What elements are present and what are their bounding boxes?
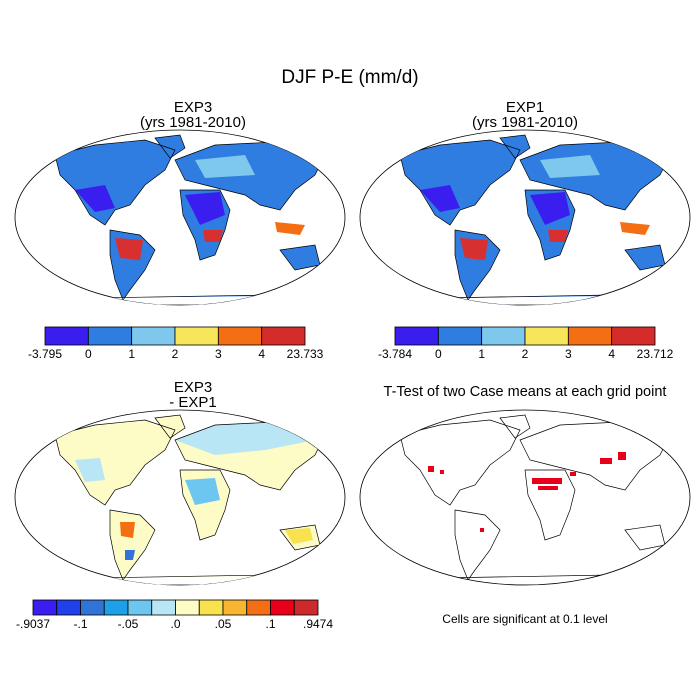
colorbar-label: 3: [215, 347, 222, 361]
colorbar-box: [524, 326, 569, 346]
colorbar-label: 1: [478, 347, 485, 361]
colorbar-box: [293, 599, 319, 616]
colorbar-label: -3.784: [378, 347, 412, 361]
colorbar-box: [151, 599, 176, 616]
colorbar-label: -.1: [73, 617, 87, 631]
colorbar-box: [567, 326, 613, 346]
colorbar-label: 2: [522, 347, 529, 361]
panel-title: EXP3: [174, 99, 212, 116]
colorbar-box: [394, 326, 439, 346]
colorbar-label: 0: [85, 347, 92, 361]
colorbar-box: [481, 326, 526, 346]
map: [15, 130, 345, 305]
colorbar-box: [611, 326, 656, 346]
panel-title: EXP3: [174, 379, 212, 396]
colorbar-label: 4: [258, 347, 265, 361]
colorbar-label: 23.733: [287, 347, 324, 361]
colorbar-box: [222, 599, 248, 616]
colorbar-box: [198, 599, 224, 616]
map: [359, 409, 691, 586]
colorbar-label: -3.795: [28, 347, 62, 361]
colorbar-label: 2: [172, 347, 179, 361]
panel-title: T-Test of two Case means at each grid po…: [384, 384, 667, 400]
colorbar-label: 1: [128, 347, 135, 361]
colorbar-box: [87, 326, 133, 346]
colorbar-box: [437, 326, 483, 346]
colorbar-label: .1: [265, 617, 275, 631]
colorbar-box: [32, 599, 58, 616]
colorbar-label: .9474: [303, 617, 333, 631]
colorbar-box: [127, 599, 153, 616]
colorbar-label: 23.712: [637, 347, 674, 361]
colorbar-label: .0: [170, 617, 180, 631]
colorbar-box: [80, 599, 105, 616]
colorbar-box: [217, 326, 263, 346]
colorbar-box: [270, 599, 295, 616]
colorbar-box: [246, 599, 271, 616]
colorbar-label: -.05: [118, 617, 139, 631]
panel-subtitle: (yrs 1981-2010): [472, 114, 578, 131]
panel-note: Cells are significant at 0.1 level: [442, 612, 607, 626]
colorbar-label: .05: [215, 617, 232, 631]
colorbar-label: -.9037: [16, 617, 50, 631]
colorbar-box: [103, 599, 129, 616]
panel-title: EXP1: [506, 99, 544, 116]
figure-title: DJF P-E (mm/d): [281, 67, 418, 88]
colorbar-box: [56, 599, 81, 616]
colorbar-label: 0: [435, 347, 442, 361]
panel-subtitle: - EXP1: [169, 394, 217, 411]
map: [14, 409, 346, 586]
colorbar-box: [44, 326, 89, 346]
panel-subtitle: (yrs 1981-2010): [140, 114, 246, 131]
colorbar-box: [261, 326, 306, 346]
colorbar-box: [174, 326, 219, 346]
colorbar-box: [175, 599, 200, 616]
map: [360, 130, 690, 305]
colorbar-label: 4: [608, 347, 615, 361]
colorbar-box: [131, 326, 176, 346]
colorbar-label: 3: [565, 347, 572, 361]
